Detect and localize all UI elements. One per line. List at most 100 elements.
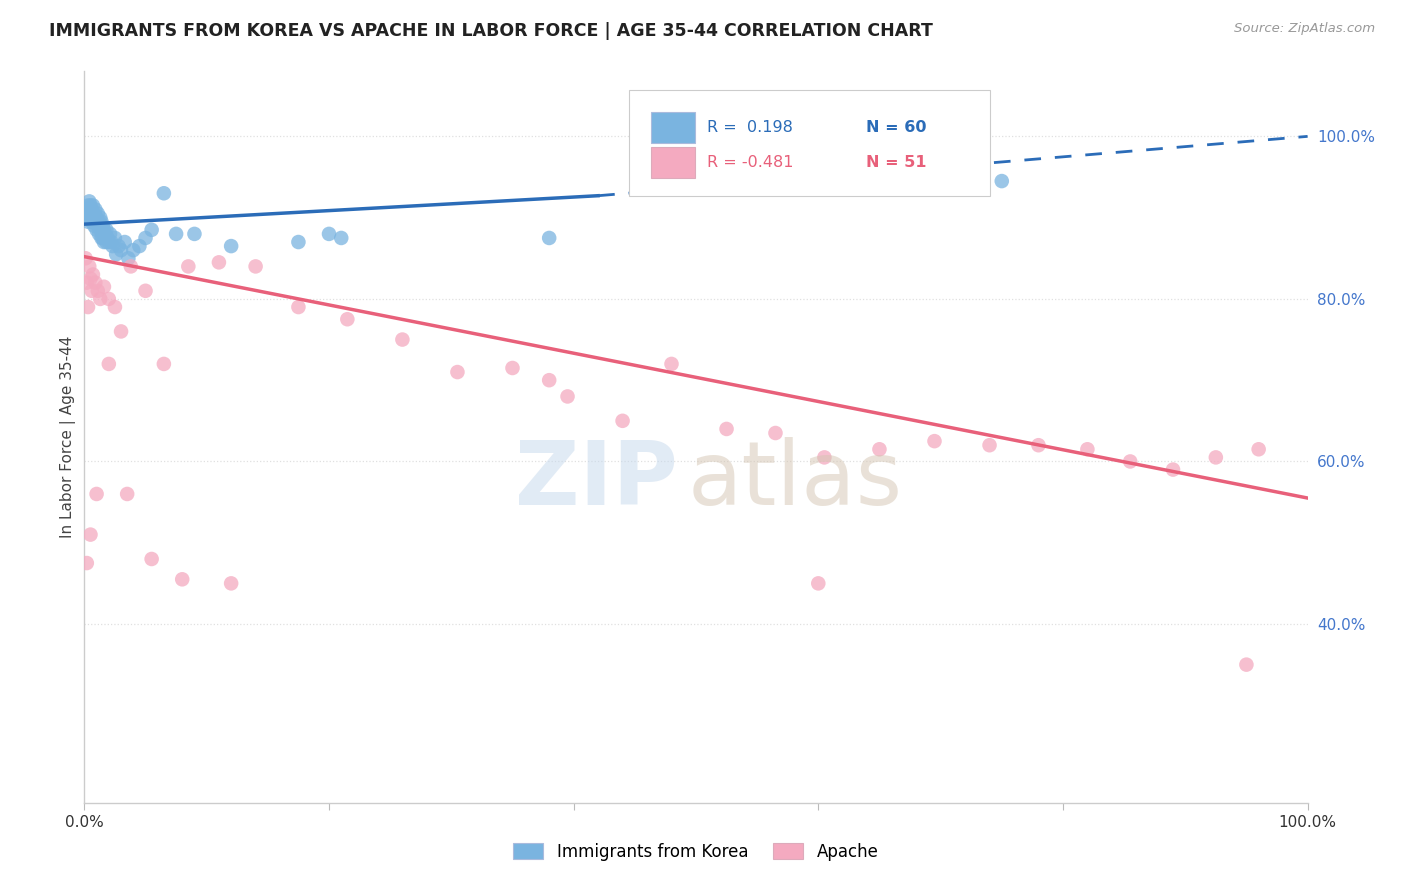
Text: Source: ZipAtlas.com: Source: ZipAtlas.com (1234, 22, 1375, 36)
Point (76, 276, 98, 290)
Point (1119, 454, 1142, 468)
Point (90, 231, 112, 245)
Point (183, 227, 205, 241)
Point (1236, 657, 1258, 672)
Point (93, 279, 115, 293)
Point (87, 219, 110, 233)
Point (76, 556, 98, 570)
Point (115, 487, 138, 501)
Point (330, 231, 353, 245)
Point (122, 243, 145, 257)
Point (75, 206, 97, 220)
Point (105, 247, 128, 261)
Point (141, 223, 163, 237)
Text: N = 60: N = 60 (866, 120, 927, 136)
Point (765, 425, 787, 440)
Point (79, 206, 101, 220)
Point (87, 215, 110, 229)
Text: atlas: atlas (688, 437, 903, 524)
Point (1205, 450, 1227, 465)
Point (991, 174, 1014, 188)
Point (114, 235, 136, 249)
Point (661, 357, 683, 371)
Point (172, 572, 194, 586)
Point (165, 227, 187, 241)
Point (86, 211, 108, 225)
Point (89, 211, 111, 225)
Point (80, 284, 103, 298)
Point (79, 527, 101, 541)
Point (153, 186, 176, 201)
Point (97, 231, 120, 245)
Point (538, 231, 561, 245)
Point (446, 365, 468, 379)
Point (97, 292, 120, 306)
Point (83, 206, 105, 220)
Point (80, 215, 103, 229)
Point (77, 300, 100, 314)
Point (94, 227, 117, 241)
Point (612, 414, 634, 428)
Point (135, 231, 157, 245)
Point (177, 260, 200, 274)
Point (141, 552, 163, 566)
Point (807, 576, 830, 591)
Point (76, 202, 98, 217)
Point (117, 252, 139, 266)
Point (80, 202, 103, 217)
Text: ZIP: ZIP (515, 437, 678, 524)
Point (86, 223, 108, 237)
Point (79, 198, 101, 212)
Point (84, 276, 107, 290)
Point (91, 231, 114, 245)
Point (104, 300, 127, 314)
Text: N = 51: N = 51 (866, 155, 927, 170)
Point (84, 202, 107, 217)
Point (93, 223, 115, 237)
Point (135, 284, 157, 298)
Text: R =  0.198: R = 0.198 (707, 120, 793, 136)
FancyBboxPatch shape (651, 112, 695, 143)
Point (110, 243, 132, 257)
Point (96, 223, 118, 237)
Point (82, 211, 104, 225)
Point (557, 389, 579, 403)
FancyBboxPatch shape (628, 90, 990, 195)
Point (83, 219, 105, 233)
Point (77, 215, 100, 229)
Point (110, 325, 132, 339)
Point (502, 361, 524, 376)
Point (90, 215, 112, 229)
Point (89, 223, 111, 237)
Point (287, 235, 309, 249)
Point (1076, 442, 1098, 457)
Point (77, 198, 100, 212)
Point (82, 198, 104, 212)
Point (101, 239, 124, 253)
Point (924, 434, 946, 449)
Point (287, 300, 309, 314)
Point (1028, 438, 1050, 452)
Point (813, 450, 835, 465)
Point (93, 235, 115, 249)
Point (86, 487, 108, 501)
Point (98, 227, 121, 241)
Point (219, 576, 242, 591)
Text: IMMIGRANTS FROM KOREA VS APACHE IN LABOR FORCE | AGE 35-44 CORRELATION CHART: IMMIGRANTS FROM KOREA VS APACHE IN LABOR… (49, 22, 934, 40)
Point (96, 235, 118, 249)
Point (104, 231, 127, 245)
Text: R = -0.481: R = -0.481 (707, 155, 793, 170)
Point (153, 357, 176, 371)
Point (245, 260, 267, 274)
Point (77, 260, 100, 274)
Point (128, 239, 150, 253)
Point (391, 333, 413, 347)
Point (84, 215, 107, 229)
Point (208, 255, 231, 269)
FancyBboxPatch shape (651, 147, 695, 178)
Point (1247, 442, 1270, 457)
Point (97, 235, 120, 249)
Point (77, 206, 100, 220)
Point (89, 292, 111, 306)
Point (82, 268, 104, 282)
